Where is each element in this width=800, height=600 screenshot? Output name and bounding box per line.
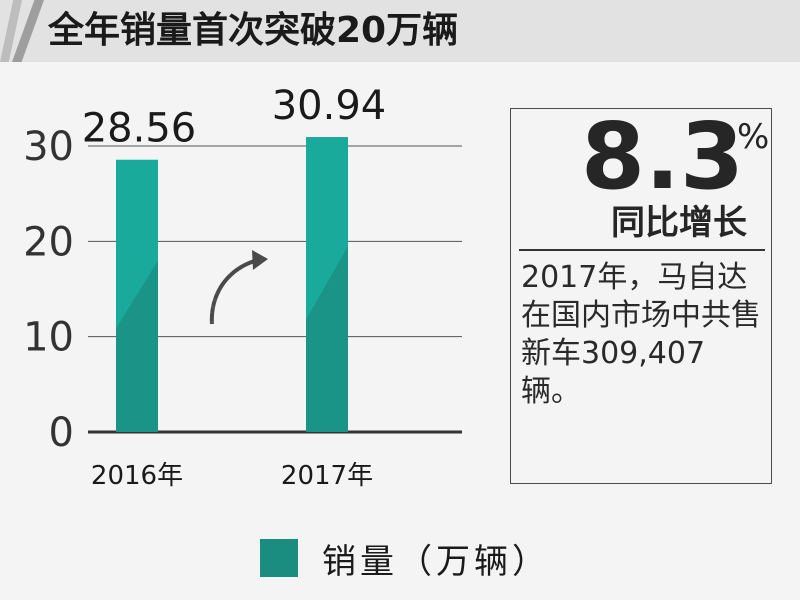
sales-description: 2017年，马自达在国内市场中共售新车309,407辆。: [521, 260, 761, 409]
box-divider: [519, 249, 765, 251]
growth-info-box: 8.3 % 同比增长 2017年，马自达在国内市场中共售新车309,407辆。: [510, 108, 772, 484]
data-label: 30.94: [272, 83, 387, 129]
chart-legend: 销量（万辆）: [260, 538, 550, 582]
bars: [116, 137, 348, 432]
curved-arrow-icon: [209, 258, 259, 325]
y-tick-label: 20: [23, 219, 74, 265]
legend-label: 销量（万辆）: [322, 541, 550, 582]
x-tick-label: 2017年: [281, 461, 373, 491]
y-tick-label: 30: [23, 124, 74, 170]
data-labels: 28.56 30.94: [82, 83, 387, 152]
data-label: 28.56: [82, 106, 197, 152]
y-tick-label: 10: [23, 315, 74, 361]
arrow-head-icon: [252, 250, 268, 270]
x-tick-labels: 2016年 2017年: [91, 461, 373, 491]
bar-shade: [306, 246, 348, 432]
header-bar: 全年销量首次突破20万辆: [0, 0, 800, 62]
bar-shade: [116, 260, 158, 432]
growth-unit: %: [737, 117, 770, 157]
x-tick-label: 2016年: [91, 461, 183, 491]
legend-swatch: [260, 539, 298, 577]
page-title: 全年销量首次突破20万辆: [48, 10, 459, 51]
growth-value: 8.3: [581, 103, 744, 210]
growth-label: 同比增长: [611, 203, 747, 243]
bar-2017年: [306, 137, 348, 432]
y-tick-label: 0: [49, 410, 74, 456]
bar-2016年: [116, 159, 158, 432]
bar-chart: 0 10 20 30 28.56 30.94 2016年 2017年: [23, 83, 462, 491]
y-tick-labels: 0 10 20 30: [23, 124, 74, 456]
